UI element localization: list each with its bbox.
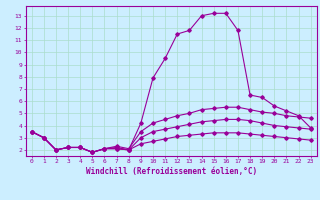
- X-axis label: Windchill (Refroidissement éolien,°C): Windchill (Refroidissement éolien,°C): [86, 167, 257, 176]
